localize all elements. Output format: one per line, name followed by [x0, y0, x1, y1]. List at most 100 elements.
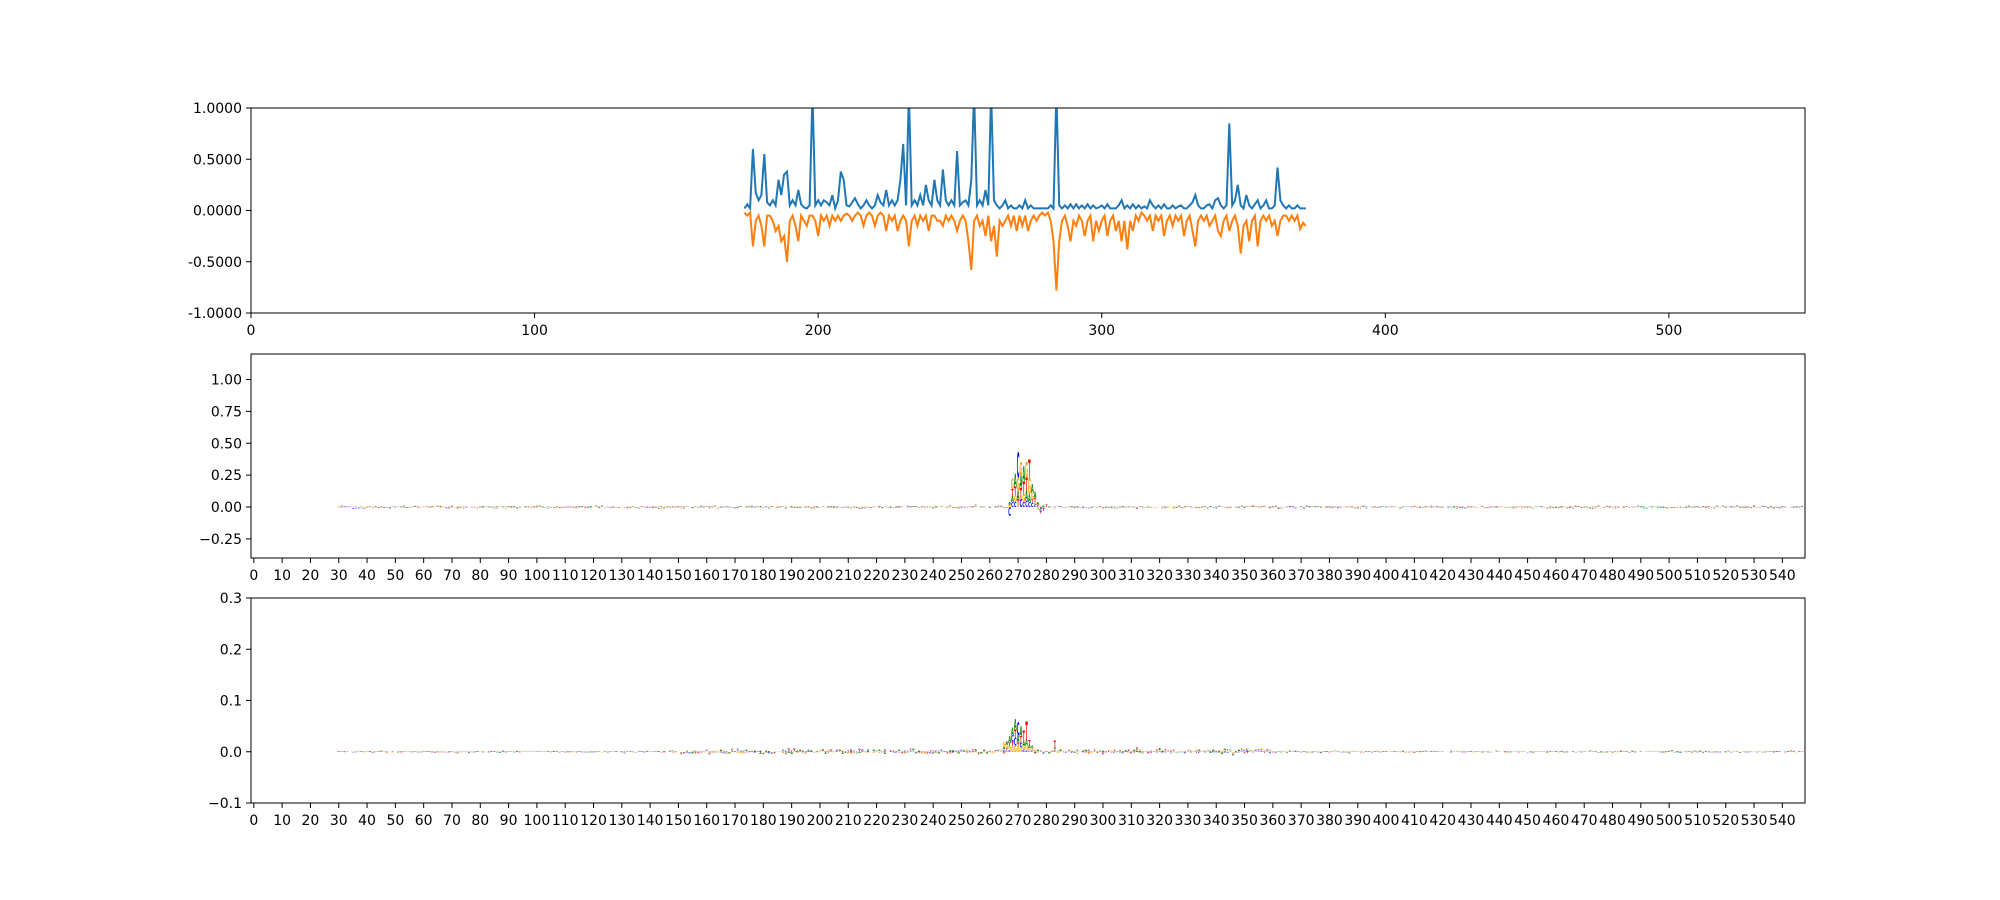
logo-letter-t: T [1608, 506, 1611, 507]
logo-letter-c: C [570, 507, 573, 508]
logo-letter-c: C [895, 752, 898, 754]
logo-letter-a: A [1212, 507, 1216, 508]
logo-letter-t: T [1040, 510, 1043, 514]
logo-letter-a: A [1237, 507, 1241, 508]
logo-letter-t: T [1178, 751, 1181, 753]
x-tick-label: 110 [552, 568, 579, 584]
logo-letter-c: C [575, 751, 578, 752]
logo-letter-c: C [954, 750, 957, 752]
logo-letter-a: A [1458, 751, 1461, 752]
logo-letter-g: G [595, 752, 598, 753]
logo-letter-c: C [1339, 507, 1342, 508]
logo-letter-t: T [1093, 750, 1096, 752]
logo-letter-g: G [813, 752, 816, 753]
logo-letter-a: A [1489, 752, 1492, 753]
logo-letter-g: G [632, 506, 635, 507]
logo-letter-t: T [1509, 751, 1512, 752]
logo-letter-g: G [1019, 459, 1022, 480]
logo-letter-c: C [790, 507, 793, 508]
logo-letter-a: A [615, 751, 618, 752]
logo-letter-a: A [906, 505, 910, 506]
logo-letter-t: T [1204, 750, 1207, 751]
logo-letter-g: G [668, 751, 671, 752]
logo-letter-c: C [683, 752, 686, 754]
logo-letter-c: C [906, 750, 909, 751]
logo-letter-a: A [397, 752, 400, 753]
logo-letter-g: G [555, 750, 558, 751]
logo-letter-c: C [994, 505, 997, 506]
logo-letter-t: T [1365, 507, 1368, 509]
logo-letter-t: T [963, 507, 966, 509]
logo-letter-g: G [1150, 751, 1153, 752]
logo-letter-g: G [1761, 506, 1764, 507]
logo-letter-a: A [1181, 507, 1184, 508]
logo-letter-t: T [875, 751, 878, 752]
logo-letter-c: C [1209, 750, 1212, 752]
logo-letter-c: C [1020, 498, 1023, 510]
logo-letter-a: A [906, 751, 910, 752]
logo-letter-t: T [912, 750, 915, 752]
logo-letter-g: G [1110, 508, 1113, 510]
logo-letter-t: T [771, 506, 774, 507]
logo-letter-t: T [850, 507, 853, 508]
logo-letter-t: T [1071, 506, 1074, 508]
logo-letter-t: T [493, 751, 496, 752]
logo-letter-t: T [1674, 507, 1677, 509]
logo-letter-a: A [1608, 505, 1612, 507]
logo-letter-c: C [1388, 506, 1391, 507]
logo-letter-g: G [708, 505, 711, 506]
logo-letter-t: T [1507, 751, 1510, 752]
logo-letter-c: C [943, 751, 946, 752]
logo-letter-a: A [1291, 506, 1294, 507]
logo-letter-t: T [1402, 750, 1405, 751]
logo-letter-a: A [1577, 752, 1580, 753]
logo-letter-a: A [997, 507, 1000, 508]
logo-letter-g: G [810, 507, 813, 508]
logo-letter-c: C [986, 751, 989, 752]
logo-letter-a: A [759, 506, 762, 507]
logo-letter-c: C [1778, 751, 1781, 752]
logo-letter-t: T [1054, 507, 1057, 509]
logo-letter-g: G [1039, 505, 1043, 507]
logo-letter-a: A [739, 506, 743, 507]
logo-letter-g: G [1246, 748, 1250, 750]
logo-letter-t: T [677, 505, 680, 507]
logo-letter-c: C [1608, 751, 1611, 752]
logo-letter-c: C [674, 506, 677, 507]
logo-letter-g: G [957, 507, 960, 508]
logo-letter-a: A [1515, 507, 1518, 508]
logo-letter-g: G [881, 751, 884, 752]
logo-letter-c: C [547, 751, 550, 752]
logo-letter-g: G [465, 507, 468, 508]
logo-letter-a: A [646, 751, 649, 752]
logo-letter-g: G [1761, 752, 1764, 753]
x-tick-label: 170 [722, 813, 749, 829]
logo-letter-a: A [691, 507, 694, 508]
logo-letter-t: T [1260, 749, 1263, 751]
logo-letter-t: T [646, 506, 649, 507]
logo-letter-t: T [575, 506, 578, 507]
logo-letter-c: C [1371, 507, 1374, 508]
logo-letter-c: C [923, 506, 926, 507]
logo-letter-c: C [1107, 506, 1110, 507]
logo-letter-a: A [1354, 507, 1358, 508]
logo-letter-a: A [946, 506, 949, 507]
logo-letter-g: G [852, 751, 856, 753]
logo-letter-t: T [456, 507, 459, 508]
logo-letter-c: C [1679, 752, 1682, 753]
logo-letter-c: C [711, 507, 714, 508]
logo-letter-c: C [762, 507, 765, 508]
logo-letter-a: A [343, 506, 347, 507]
logo-letter-a: A [790, 753, 794, 755]
logo-letter-g: G [734, 507, 737, 508]
logo-letter-t: T [420, 507, 423, 508]
logo-letter-t: T [669, 750, 672, 751]
logo-letter-c: C [847, 751, 850, 753]
logo-letter-g: G [748, 751, 751, 752]
logo-letter-a: A [1421, 507, 1424, 508]
logo-letter-t: T [977, 753, 980, 755]
logo-letter-t: T [1354, 751, 1357, 752]
logo-letter-g: G [1438, 507, 1441, 508]
logo-letter-g: G [1073, 751, 1076, 752]
logo-letter-g: G [1503, 751, 1506, 752]
